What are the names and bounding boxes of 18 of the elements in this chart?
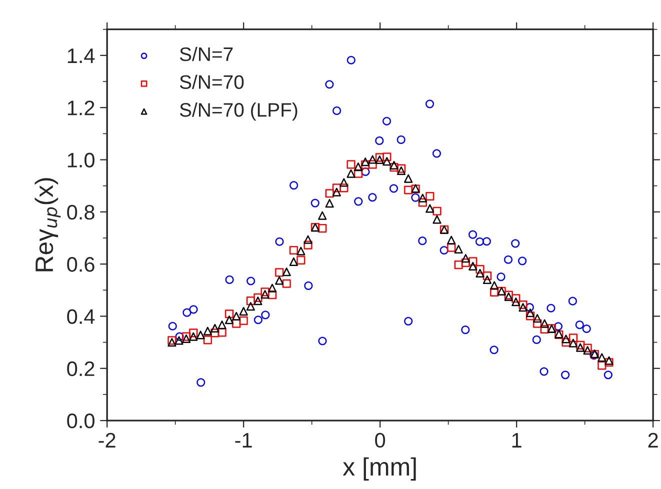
y-tick-label: 0.2 [67,361,94,376]
y-tick-label: 0.4 [67,309,95,324]
legend-label: S/N=7 [180,46,233,62]
y-tick-label: 0.0 [67,414,94,428]
x-tick-label: -1 [235,433,252,448]
legend-label: S/N=70 [180,74,244,89]
y-tick-label: 0.6 [67,257,94,272]
y-axis-title: Reγ$_{up}$(x) [34,178,61,272]
x-tick-label: 2 [648,432,658,448]
y-tick-label: 1.2 [68,100,94,116]
x-axis-title: x [mm] [342,457,416,481]
x-tick-label: 1 [512,433,522,448]
y-tick-label: 0.8 [67,204,94,220]
x-tick-label: 0 [375,432,386,448]
y-tick-label: 1.0 [68,152,94,168]
y-tick-label: 1.4 [68,48,95,63]
x-tick-label: -2 [98,432,116,448]
legend-label: S/N=70 (LPF) [180,102,298,121]
